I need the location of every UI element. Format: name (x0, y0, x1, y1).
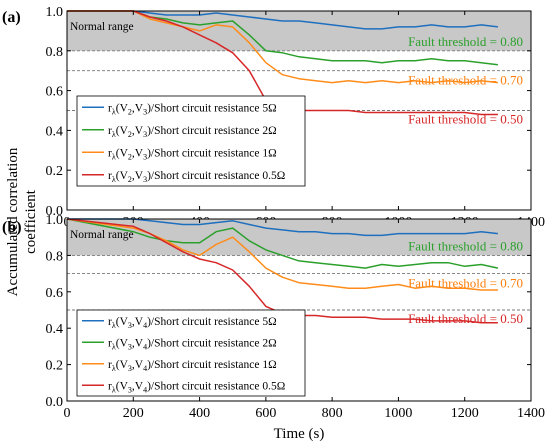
x-tick-label: 400 (189, 406, 210, 421)
y-tick-label: 0.2 (46, 359, 64, 374)
threshold-label: Fault threshold = 0.50 (408, 112, 523, 127)
legend-box (76, 95, 306, 187)
x-tick-label: 0 (64, 406, 71, 421)
series-line (67, 10, 498, 30)
series-line (66, 218, 498, 291)
y-tick-label: 0.8 (46, 45, 64, 60)
plot-frame (66, 10, 532, 211)
threshold-label: Fault threshold = 0.80 (408, 238, 523, 253)
x-tick-label: 1000 (384, 406, 412, 421)
panel-b: Normal range Fault threshold = 0.80 Fault … (2, 213, 545, 421)
legend-entry: rλ(V2,V3)/Short circuit resistance 5Ω (108, 102, 277, 116)
normal-range-band (67, 11, 531, 51)
y-tick-label: 0.8 (46, 249, 64, 264)
series-line (66, 218, 498, 324)
series-line (66, 218, 499, 269)
panel-label: (b) (2, 219, 22, 236)
x-tick-label: 600 (255, 406, 276, 421)
y-tick-label: 1.0 (46, 213, 64, 228)
legend-entry: rλ(V3,V4)/Short circuit resistance 1Ω (108, 359, 277, 373)
legend-entry: rλ(V3,V4)/Short circuit resistance 2Ω (108, 337, 277, 351)
x-axis-label: Time (s) (274, 426, 325, 442)
legend-entry: rλ(V2,V3)/Short circuit resistance 0.5Ω (108, 170, 285, 184)
y-tick-label: 0.0 (46, 395, 64, 410)
x-tick-label: 1200 (451, 406, 479, 421)
y-tick-label: 0.4 (46, 124, 64, 139)
y-tick-label: 1.0 (46, 5, 64, 20)
y-tick-label: 0.6 (46, 85, 64, 100)
series-line (67, 10, 498, 66)
series-line (67, 10, 498, 116)
threshold-label: Fault threshold = 0.50 (408, 311, 523, 326)
x-tick-label: 200 (123, 406, 144, 421)
normal-range-label: Normal range (70, 21, 134, 33)
y-tick-label: 0.0 (46, 204, 64, 219)
x-tick-label: 800 (322, 406, 343, 421)
plot-frame (66, 218, 532, 402)
legend-entry: rλ(V3,V4)/Short circuit resistance 0.5Ω (108, 380, 285, 394)
y-axis-label-line1: Accumulated correlation (5, 147, 21, 296)
series-line (67, 218, 498, 237)
x-tick-label: 1400 (517, 406, 545, 421)
panel-label: (a) (2, 9, 21, 26)
panel-a: Normal range Fault threshold = 0.80 Fault … (2, 5, 545, 230)
normal-range-label: Normal range (70, 229, 134, 241)
threshold-label: Fault threshold = 0.80 (408, 34, 523, 49)
normal-range-band (67, 219, 531, 256)
threshold-label: Fault threshold = 0.70 (408, 73, 523, 88)
y-tick-label: 0.6 (46, 286, 64, 301)
y-axis-label-line2: coefficient (23, 189, 39, 254)
y-tick-label: 0.4 (46, 322, 64, 337)
legend-entry: rλ(V2,V3)/Short circuit resistance 1Ω (108, 147, 277, 161)
y-tick-label: 0.2 (46, 164, 64, 179)
legend-entry: rλ(V2,V3)/Short circuit resistance 2Ω (108, 125, 277, 139)
legend-entry: rλ(V3,V4)/Short circuit resistance 5Ω (108, 316, 277, 330)
legend-box (76, 309, 306, 397)
